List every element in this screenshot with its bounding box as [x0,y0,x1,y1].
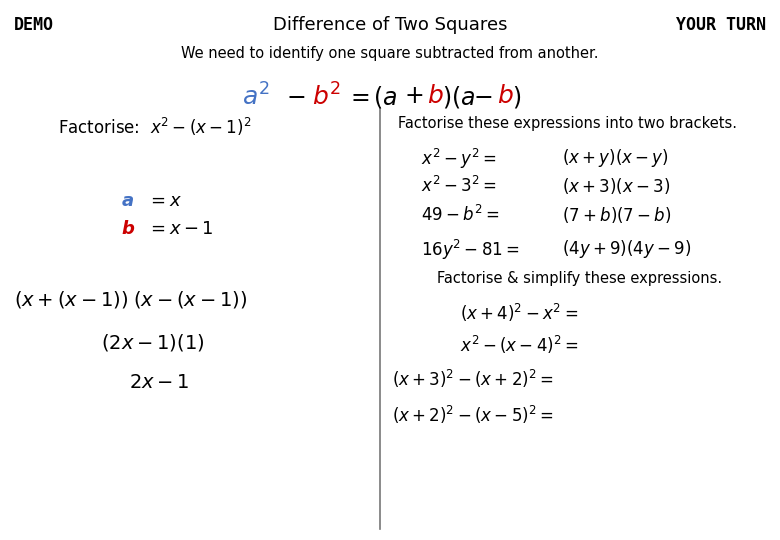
Text: $(x + y)(x - y)$: $(x + y)(x - y)$ [562,147,668,169]
Text: $\boldsymbol{a}$: $\boldsymbol{a}$ [121,192,134,210]
Text: $a^2$: $a^2$ [242,84,270,111]
Text: YOUR TURN: YOUR TURN [676,16,766,34]
Text: $(x + 3)(x - 3)$: $(x + 3)(x - 3)$ [562,176,670,196]
Text: $+$: $+$ [404,84,424,107]
Text: $x^2 - 3^2 =$: $x^2 - 3^2 =$ [421,176,497,196]
Text: $(x + (x - 1))\;(x - (x - 1))$: $(x + (x - 1))\;(x - (x - 1))$ [14,289,247,310]
Text: $b$: $b$ [427,84,443,107]
Text: $x^2 - (x - 4)^2 =$: $x^2 - (x - 4)^2 =$ [460,334,579,356]
Text: Factorise these expressions into two brackets.: Factorise these expressions into two bra… [398,116,737,131]
Text: $x^2 - y^2 =$: $x^2 - y^2 =$ [421,147,497,171]
Text: Factorise & simplify these expressions.: Factorise & simplify these expressions. [437,271,722,286]
Text: $=$: $=$ [346,84,370,107]
Text: $b^2$: $b^2$ [312,84,341,111]
Text: $(a$: $(a$ [373,84,397,110]
Text: Factorise:  $x^2 - (x-1)^2$: Factorise: $x^2 - (x-1)^2$ [58,116,252,138]
Text: $b$: $b$ [497,84,513,107]
Text: We need to identify one square subtracted from another.: We need to identify one square subtracte… [181,46,599,61]
Text: $-$: $-$ [286,84,306,107]
Text: $(x + 3)^2 - (x + 2)^2 =$: $(x + 3)^2 - (x + 2)^2 =$ [392,368,554,390]
Text: $= x - 1$: $= x - 1$ [147,220,213,238]
Text: $49 - b^2 =$: $49 - b^2 =$ [421,205,500,225]
Text: $)(a$: $)(a$ [442,84,476,110]
Text: $)$: $)$ [512,84,522,110]
Text: $-$: $-$ [473,84,493,107]
Text: $(2x - 1)(1)$: $(2x - 1)(1)$ [101,332,205,353]
Text: Difference of Two Squares: Difference of Two Squares [273,16,507,34]
Text: $16y^2 - 81 =$: $16y^2 - 81 =$ [421,238,519,262]
Text: $2x - 1$: $2x - 1$ [129,373,190,392]
Text: $(x + 2)^2 - (x - 5)^2 =$: $(x + 2)^2 - (x - 5)^2 =$ [392,404,554,426]
Text: $(7 + b)(7 - b)$: $(7 + b)(7 - b)$ [562,205,672,225]
Text: DEMO: DEMO [14,16,54,34]
Text: $(x + 4)^2 - x^2 =$: $(x + 4)^2 - x^2 =$ [460,302,579,325]
Text: $(4y + 9)(4y - 9)$: $(4y + 9)(4y - 9)$ [562,238,691,260]
Text: $= x$: $= x$ [147,192,182,210]
Text: $\boldsymbol{b}$: $\boldsymbol{b}$ [121,220,135,238]
